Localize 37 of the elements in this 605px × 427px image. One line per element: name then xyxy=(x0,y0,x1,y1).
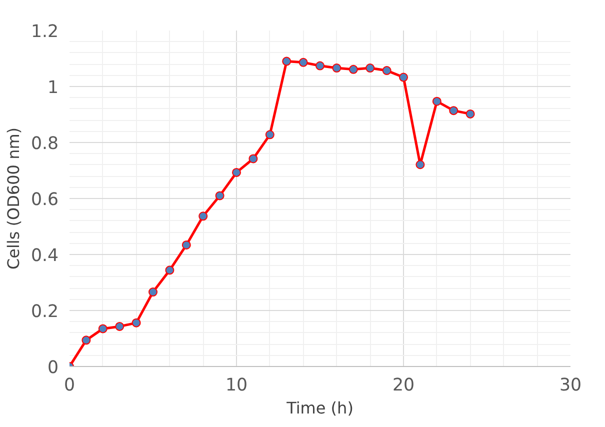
point xyxy=(332,64,342,73)
point xyxy=(399,72,408,82)
x-axis-title: Time (h) xyxy=(286,398,354,418)
point xyxy=(298,58,308,67)
point xyxy=(382,66,392,76)
point xyxy=(466,109,475,118)
x-tick-label: 20 xyxy=(392,376,415,396)
x-tick-label: 10 xyxy=(225,376,248,396)
y-tick-label: 0 xyxy=(47,358,59,378)
point xyxy=(148,288,158,297)
point xyxy=(348,64,358,74)
y-axis-title: Cells (OD600 nm) xyxy=(4,127,23,270)
y-tick-label: 1 xyxy=(47,78,59,98)
point xyxy=(282,56,292,66)
y-tick-label: 1.2 xyxy=(30,22,59,42)
point xyxy=(198,212,208,221)
point xyxy=(182,240,191,250)
point xyxy=(248,154,258,164)
point xyxy=(416,160,425,170)
y-tick-label: 0.8 xyxy=(30,134,59,154)
y-tick-label: 0.4 xyxy=(30,246,59,266)
y-tick-label: 0.2 xyxy=(30,302,59,322)
point xyxy=(449,106,458,116)
point xyxy=(232,168,241,177)
x-tick-label: 0 xyxy=(64,376,76,396)
point xyxy=(82,336,91,345)
point xyxy=(316,61,324,70)
y-tick-label: 0.6 xyxy=(30,190,59,210)
point xyxy=(132,318,141,328)
point xyxy=(98,324,108,334)
point xyxy=(165,266,174,275)
point xyxy=(432,96,442,106)
x-tick-label: 30 xyxy=(559,376,582,396)
point xyxy=(265,130,274,140)
point xyxy=(366,64,375,73)
point xyxy=(215,191,224,200)
point xyxy=(115,322,124,331)
